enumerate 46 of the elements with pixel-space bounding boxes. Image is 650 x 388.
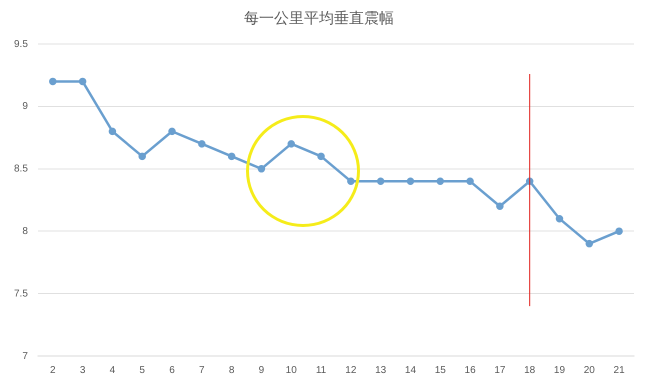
chart-title: 每一公里平均垂直震幅 (244, 8, 394, 27)
y-tick-label: 9 (22, 101, 28, 112)
point (496, 202, 504, 210)
x-tick-label: 11 (316, 364, 327, 376)
point (198, 140, 206, 148)
point (586, 240, 594, 248)
x-tick-label: 7 (199, 364, 206, 376)
y-tick-label: 8.5 (14, 164, 28, 175)
point (49, 78, 57, 86)
x-tick-label: 12 (345, 364, 357, 376)
point (406, 178, 414, 186)
point (376, 178, 384, 186)
point (615, 227, 623, 235)
point (108, 128, 116, 136)
point (228, 152, 236, 160)
point (436, 178, 444, 186)
point (556, 214, 564, 222)
y-tick-label: 7.5 (14, 288, 28, 300)
x-tick-label: 4 (110, 364, 116, 376)
point (317, 152, 325, 160)
x-tick-label: 21 (614, 364, 626, 376)
x-tick-label: 15 (434, 364, 446, 376)
x-tick-label: 3 (80, 364, 86, 376)
point (287, 140, 295, 148)
x-tick-label: 5 (139, 364, 146, 376)
point (347, 178, 355, 186)
x-tick-label: 14 (404, 364, 416, 376)
point (138, 152, 146, 160)
x-tick-label: 19 (554, 364, 566, 376)
x-tick-label: 20 (584, 364, 596, 376)
x-tick-label: 13 (375, 364, 387, 376)
x-tick-label: 6 (169, 364, 176, 376)
y-tick-label: 9.5 (14, 38, 28, 50)
x-tick-label: 8 (228, 364, 235, 376)
point (466, 178, 474, 186)
x-tick-label: 10 (286, 364, 298, 376)
y-tick-label: 8 (22, 226, 28, 237)
y-tick-label: 7 (22, 350, 28, 362)
point (258, 165, 266, 173)
point (168, 128, 176, 136)
x-tick-label: 16 (464, 364, 476, 376)
x-tick-label: 2 (50, 364, 56, 376)
x-tick-label: 17 (494, 364, 506, 376)
x-tick-label: 9 (258, 364, 265, 376)
x-tick-label: 18 (524, 364, 536, 376)
point (78, 78, 86, 86)
